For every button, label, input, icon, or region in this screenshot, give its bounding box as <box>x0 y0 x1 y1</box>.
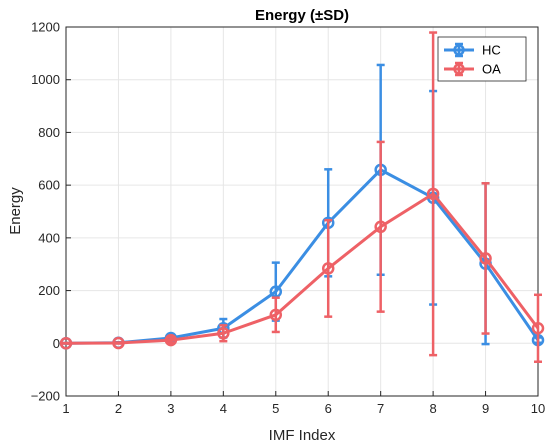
y-tick-label: 400 <box>38 230 60 245</box>
legend-marker <box>453 63 465 75</box>
x-tick-label: 9 <box>482 401 489 416</box>
y-tick-label: 0 <box>53 336 60 351</box>
data-point <box>321 262 335 275</box>
data-point <box>112 336 125 350</box>
legend-item-oa: OA <box>444 62 501 77</box>
axis-ticks: 1 2 3 4 5 6 7 8 9 10 −200 0 200 400 600 800 1000 1200 <box>31 20 546 417</box>
y-tick-label: 200 <box>38 283 60 298</box>
y-axis-title: Energy <box>7 187 24 235</box>
series-line <box>65 192 540 345</box>
data-point <box>531 322 545 335</box>
data-point <box>426 187 440 201</box>
x-tick-label: 3 <box>167 401 174 416</box>
series-oa <box>59 31 545 363</box>
y-tick-label: 1200 <box>31 20 60 35</box>
plot-area-background <box>66 27 538 396</box>
x-tick-label: 2 <box>115 401 122 416</box>
y-tick-label: 800 <box>38 125 60 140</box>
series-group <box>59 31 545 363</box>
y-tick-label: 1000 <box>31 72 60 87</box>
chart-title: Energy (±SD) <box>255 7 349 24</box>
x-tick-label: 8 <box>429 401 436 416</box>
legend-label: OA <box>482 62 501 77</box>
legend-item-hc: HC <box>444 43 501 58</box>
y-tick-label: 600 <box>38 178 60 193</box>
legend-marker <box>453 44 465 56</box>
x-axis-title: IMF Index <box>269 427 336 444</box>
x-tick-label: 5 <box>272 401 279 416</box>
x-tick-label: 6 <box>325 401 332 416</box>
x-tick-label: 7 <box>377 401 384 416</box>
data-point <box>374 220 387 234</box>
x-tick-label: 10 <box>531 401 545 416</box>
x-tick-label: 1 <box>62 401 69 416</box>
legend: HC OA <box>437 36 527 82</box>
plot-area-frame <box>65 26 539 397</box>
data-point <box>59 337 73 350</box>
legend-label: HC <box>482 43 501 58</box>
data-point <box>269 308 283 322</box>
data-point <box>164 333 178 347</box>
legend-box <box>437 36 527 82</box>
x-tick-label: 4 <box>220 401 227 416</box>
data-point <box>479 252 492 265</box>
y-tick-label: −200 <box>31 389 60 404</box>
data-point <box>217 327 230 340</box>
